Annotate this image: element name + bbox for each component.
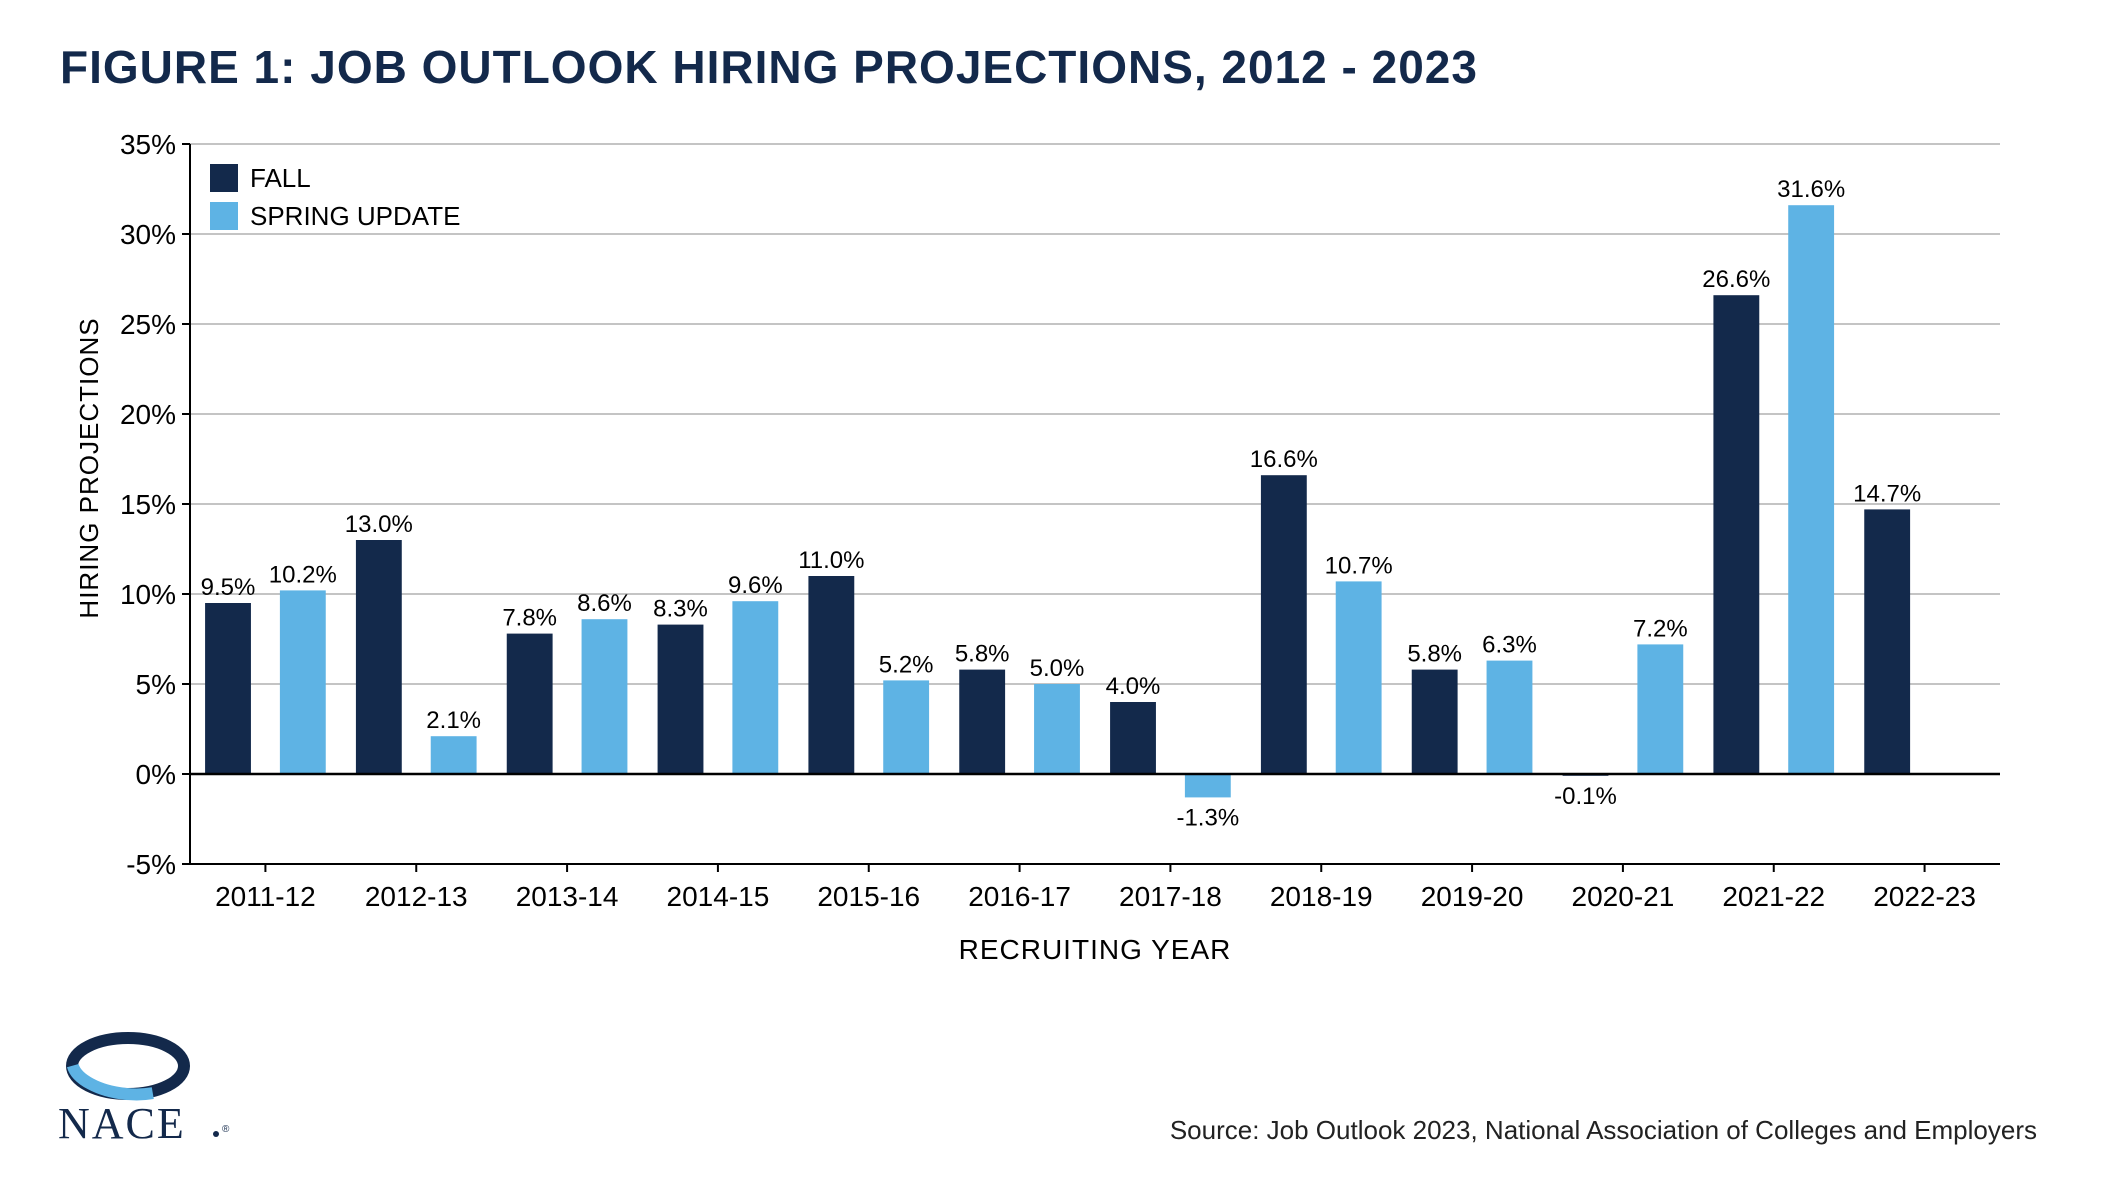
- y-tick-label: 20%: [120, 399, 176, 430]
- x-axis-label: RECRUITING YEAR: [959, 934, 1232, 965]
- source-caption: Source: Job Outlook 2023, National Assoc…: [1170, 1115, 2037, 1146]
- bar-value-label: 7.8%: [502, 605, 557, 632]
- bar-value-label: 5.8%: [1407, 641, 1462, 668]
- svg-text:®: ®: [222, 1124, 230, 1135]
- y-tick-label: 0%: [136, 759, 176, 790]
- bar: [1637, 644, 1683, 774]
- bar-value-label: 16.6%: [1250, 446, 1318, 473]
- y-tick-label: 15%: [120, 489, 176, 520]
- legend-label: SPRING UPDATE: [250, 201, 460, 231]
- nace-logo: NACE ®: [58, 1026, 258, 1146]
- y-tick-label: 30%: [120, 219, 176, 250]
- bar: [883, 680, 929, 774]
- y-tick-label: 25%: [120, 309, 176, 340]
- y-tick-label: 10%: [120, 579, 176, 610]
- bar: [1034, 684, 1080, 774]
- bar-value-label: 5.0%: [1030, 655, 1085, 682]
- chart-title: FIGURE 1: JOB OUTLOOK HIRING PROJECTIONS…: [60, 40, 2047, 94]
- bar-value-label: 5.8%: [955, 641, 1010, 668]
- bar-value-label: 8.6%: [577, 590, 632, 617]
- bar: [356, 540, 402, 774]
- bar-value-label: 14.7%: [1853, 480, 1921, 507]
- bar: [1261, 475, 1307, 774]
- y-axis-label: HIRING PROJECTIONS: [74, 317, 104, 618]
- x-tick-label: 2013-14: [516, 881, 619, 912]
- bar-value-label: 8.3%: [653, 596, 708, 623]
- bar: [959, 670, 1005, 774]
- bar: [1487, 661, 1533, 774]
- bar-value-label: -1.3%: [1176, 804, 1239, 831]
- bar-value-label: 9.5%: [201, 574, 256, 601]
- bar: [658, 625, 704, 774]
- bar-value-label: 6.3%: [1482, 632, 1537, 659]
- bar: [431, 736, 477, 774]
- bar-value-label: 13.0%: [345, 511, 413, 538]
- legend-swatch: [210, 202, 238, 230]
- bar: [1110, 702, 1156, 774]
- bar: [280, 590, 326, 774]
- bar: [1788, 205, 1834, 774]
- bar: [205, 603, 251, 774]
- bar-value-label: 7.2%: [1633, 615, 1688, 642]
- bar-value-label: 5.2%: [879, 651, 934, 678]
- bar-value-label: -0.1%: [1554, 783, 1617, 810]
- figure-container: FIGURE 1: JOB OUTLOOK HIRING PROJECTIONS…: [0, 0, 2107, 1186]
- x-tick-label: 2021-22: [1722, 881, 1825, 912]
- x-tick-label: 2016-17: [968, 881, 1071, 912]
- bar: [732, 601, 778, 774]
- bar: [1713, 295, 1759, 774]
- x-tick-label: 2017-18: [1119, 881, 1222, 912]
- x-tick-label: 2019-20: [1421, 881, 1524, 912]
- x-tick-label: 2012-13: [365, 881, 468, 912]
- x-tick-label: 2020-21: [1572, 881, 1675, 912]
- y-tick-label: -5%: [126, 849, 176, 880]
- bar-value-label: 31.6%: [1777, 176, 1845, 203]
- bar: [582, 619, 628, 774]
- bar-chart-svg: -5% 0% 5% 10% 15% 20% 25% 30% 35% HIRING PROJECTI…: [60, 124, 2040, 994]
- bar: [507, 634, 553, 774]
- bar: [1864, 509, 1910, 774]
- logo-text: NACE: [58, 1099, 186, 1146]
- bar: [1185, 774, 1231, 797]
- bar: [1336, 581, 1382, 774]
- bar: [808, 576, 854, 774]
- bar-value-label: 4.0%: [1106, 673, 1161, 700]
- y-tick-label: 35%: [120, 129, 176, 160]
- x-tick-label: 2022-23: [1873, 881, 1976, 912]
- x-tick-label: 2014-15: [667, 881, 770, 912]
- x-tick-label: 2015-16: [817, 881, 920, 912]
- legend-swatch: [210, 164, 238, 192]
- x-tick-label: 2018-19: [1270, 881, 1373, 912]
- chart-area: -5% 0% 5% 10% 15% 20% 25% 30% 35% HIRING PROJECTI…: [60, 124, 2040, 994]
- bar-value-label: 10.7%: [1325, 552, 1393, 579]
- y-tick-label: 5%: [136, 669, 176, 700]
- x-tick-label: 2011-12: [215, 881, 316, 912]
- bar-value-label: 10.2%: [269, 561, 337, 588]
- bar-value-label: 11.0%: [798, 547, 864, 574]
- bar: [1412, 670, 1458, 774]
- legend-label: FALL: [250, 163, 311, 193]
- bar-value-label: 26.6%: [1702, 266, 1770, 293]
- bar-value-label: 9.6%: [728, 572, 783, 599]
- bar-value-label: 2.1%: [426, 707, 481, 734]
